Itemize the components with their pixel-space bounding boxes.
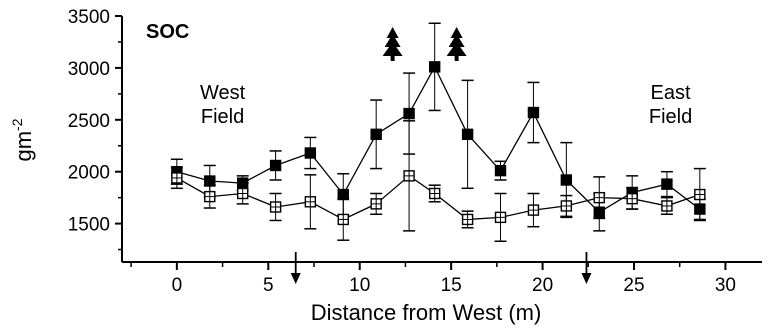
x-tick-label: 10	[349, 275, 370, 296]
y-tick-label: 1500	[68, 215, 110, 236]
down-arrow-icon	[581, 252, 592, 284]
annotation-west-line2: Field	[201, 106, 244, 128]
filled-square-point	[494, 164, 507, 177]
x-tick-label: 30	[715, 275, 736, 296]
filled-square-point	[661, 178, 673, 190]
filled-square-point	[370, 128, 382, 141]
tree-icon	[382, 27, 403, 61]
filled-square-point	[428, 61, 441, 73]
y-tick-label: 2500	[68, 111, 110, 132]
y-tick-label: 2000	[68, 163, 110, 184]
x-axis-title: Distance from West (m)	[311, 300, 542, 325]
filled-square-point	[461, 128, 474, 141]
down-arrow-icon	[290, 252, 301, 284]
x-tick-label: 25	[623, 275, 644, 296]
y-axis-title: gm-2	[9, 118, 36, 161]
tick-group: 1500 2000 2500 3000 3500 0 5 10 15 20 25 30	[68, 7, 736, 296]
panel-label: SOC	[146, 21, 189, 43]
marker-group	[290, 27, 592, 284]
filled-square-point	[527, 106, 540, 119]
annotation-east-line2: Field	[649, 106, 692, 128]
x-tick-label: 5	[263, 275, 274, 296]
annotation-west-line1: West	[200, 82, 246, 104]
x-tick-label: 20	[532, 275, 553, 296]
y-axis-title-text: gm-2	[9, 118, 36, 161]
filled-square-point	[560, 174, 573, 186]
x-tick-label: 15	[441, 275, 462, 296]
filled-square-point	[403, 107, 415, 120]
filled-square-point	[304, 147, 317, 159]
axes	[121, 16, 762, 263]
y-tick-label: 3000	[68, 59, 110, 80]
y-axis-unit: gm	[11, 131, 36, 162]
series-group	[170, 22, 706, 242]
x-tick-label: 0	[172, 275, 183, 296]
annotation-east-line1: East	[651, 82, 691, 104]
y-tick-label: 3500	[68, 7, 110, 28]
y-axis-exponent: -2	[9, 118, 25, 131]
tree-icon	[446, 27, 467, 61]
filled-square-point	[269, 159, 282, 172]
